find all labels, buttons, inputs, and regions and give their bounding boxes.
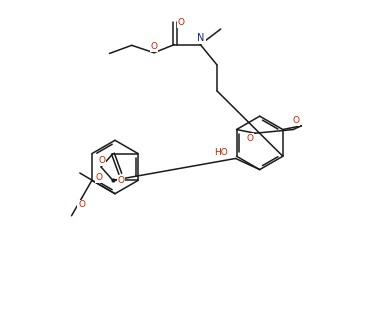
Text: O: O	[96, 173, 103, 182]
Text: O: O	[178, 18, 184, 27]
Text: O: O	[118, 176, 125, 185]
Text: HO: HO	[214, 148, 229, 157]
Text: O: O	[151, 42, 157, 51]
Text: N: N	[197, 33, 205, 43]
Text: O: O	[78, 200, 85, 209]
Text: O: O	[246, 134, 253, 143]
Text: O: O	[292, 116, 299, 125]
Text: O: O	[98, 156, 105, 165]
